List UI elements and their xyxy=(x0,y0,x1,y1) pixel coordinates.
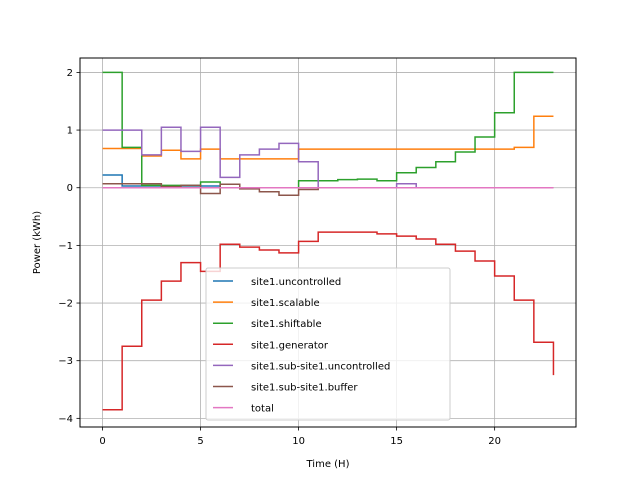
legend-entry-label: site1.generator xyxy=(251,340,329,351)
legend: site1.uncontrolled site1.scalable site1.sh… xyxy=(205,267,451,421)
x-axis-label: Time (H) xyxy=(306,459,350,470)
x-tick-label: 10 xyxy=(292,436,305,447)
y-tick-label: −3 xyxy=(58,356,73,367)
legend-entry-label: site1.sub-site1.uncontrolled xyxy=(251,361,390,372)
x-tick-label: 15 xyxy=(390,436,403,447)
legend-entry-label: total xyxy=(251,404,274,415)
y-tick-label: 2 xyxy=(67,68,73,79)
legend-entry-label: site1.shiftable xyxy=(251,319,322,330)
x-tick-label: 5 xyxy=(197,436,203,447)
y-tick-label: 0 xyxy=(67,183,73,194)
y-tick-label: 1 xyxy=(67,126,73,137)
y-axis-label: Power (kWh) xyxy=(32,211,43,274)
legend-entry-label: site1.sub-site1.buffer xyxy=(251,383,358,394)
y-tick-label: −4 xyxy=(58,414,73,425)
plot-frame xyxy=(79,57,577,428)
x-tick-label: 20 xyxy=(488,436,501,447)
legend-entry-label: site1.uncontrolled xyxy=(251,277,341,288)
series-line-site1-generator xyxy=(102,231,555,411)
y-tick-label: −1 xyxy=(58,241,73,252)
axis-ticks: 0 5 10 15 20 −4 −3 −2 −1 0 1 2 xyxy=(58,68,501,447)
y-tick-label: −2 xyxy=(58,299,73,310)
legend-entry-label: site1.scalable xyxy=(251,298,320,309)
legend-box xyxy=(205,267,451,421)
series-lines xyxy=(102,71,555,411)
x-tick-label: 0 xyxy=(99,436,105,447)
